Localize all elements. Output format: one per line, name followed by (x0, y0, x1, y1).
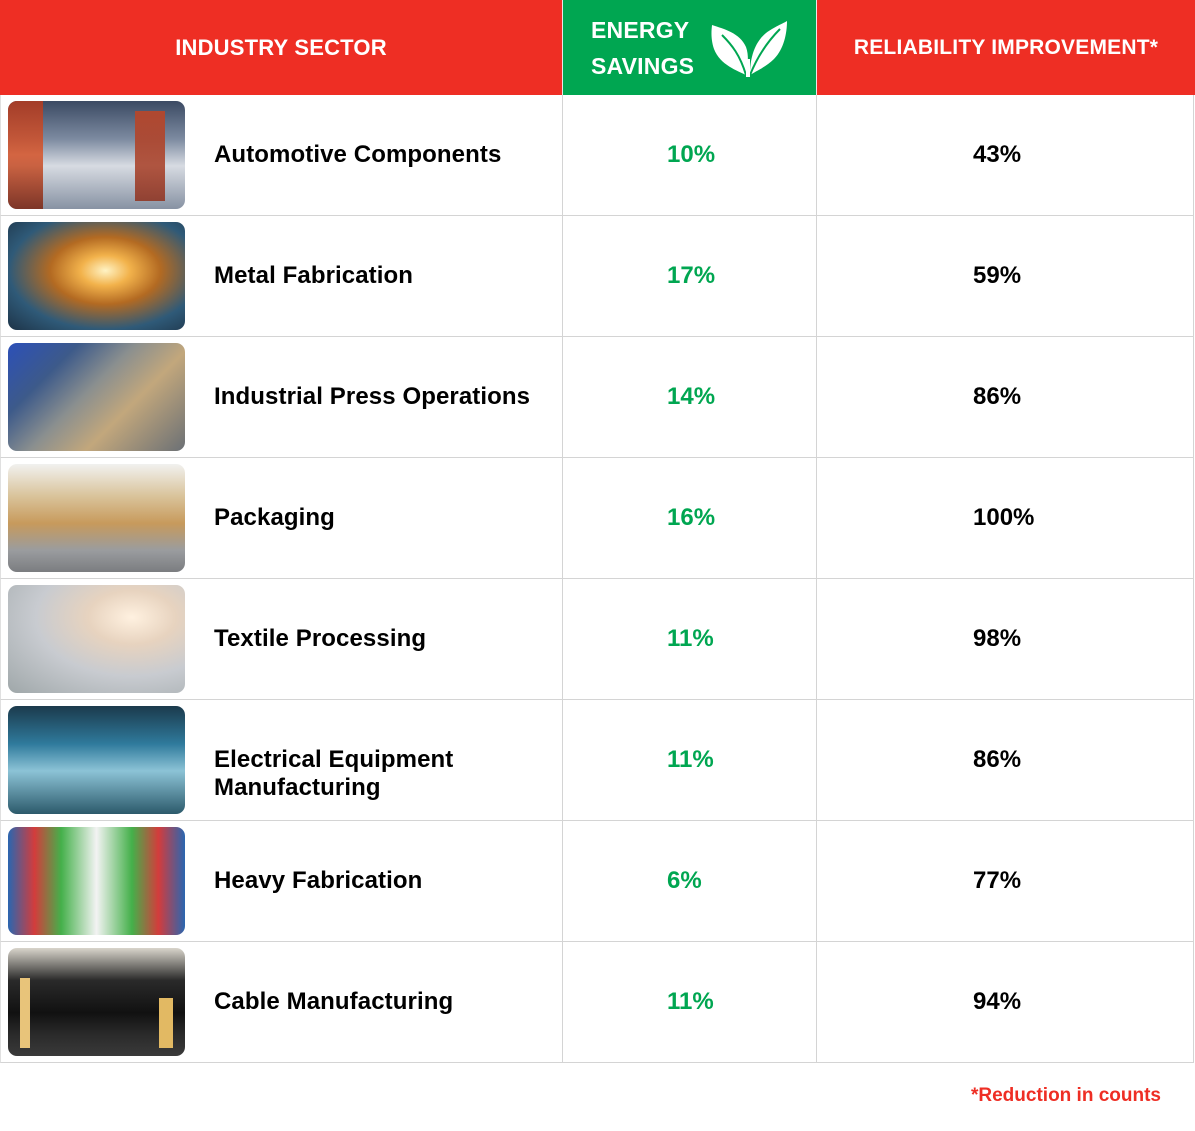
sector-cell: Cable Manufacturing (1, 942, 563, 1062)
energy-header-text: ENERGY SAVINGS (591, 12, 694, 84)
reliability-improvement-value: 100% (973, 504, 1035, 531)
footnote: *Reduction in counts (971, 1085, 1161, 1106)
sector-name: Textile Processing (214, 625, 427, 652)
table-row: Packaging 16% 100% (0, 458, 1194, 579)
table-row: Industrial Press Operations 14% 86% (0, 337, 1194, 458)
sector-name: Packaging (214, 504, 335, 531)
sector-name-line2: Manufacturing (214, 774, 381, 801)
laser-metal-cutting-image (8, 222, 185, 330)
reliability-improvement-value: 59% (973, 262, 1022, 289)
baling-press-image (8, 343, 185, 451)
energy-header-line1: ENERGY (591, 16, 690, 43)
reliability-improvement-value: 86% (973, 383, 1022, 410)
energy-savings-value: 16% (563, 458, 817, 578)
sector-cell: Automotive Components (1, 95, 563, 215)
energy-savings-value: 11% (563, 942, 817, 1062)
sector-cell: Electrical Equipment Manufacturing (1, 700, 563, 820)
energy-savings-value: 11% (563, 579, 817, 699)
energy-header-line2: SAVINGS (591, 52, 695, 79)
sector-cell: Packaging (1, 458, 563, 578)
sector-name: Cable Manufacturing (214, 988, 454, 1015)
sector-name: Industrial Press Operations (214, 383, 531, 410)
table-row: Automotive Components 10% 43% (0, 95, 1194, 216)
reliability-improvement-value: 94% (973, 988, 1022, 1015)
automotive-assembly-line-image (8, 101, 185, 209)
reliability-improvement-value: 43% (973, 141, 1022, 168)
sector-name-line1: Electrical Equipment (214, 746, 454, 773)
energy-savings-value: 10% (563, 95, 817, 215)
sector-name: Heavy Fabrication (214, 867, 423, 894)
table-row: Heavy Fabrication 6% 77% (0, 821, 1194, 942)
sector-name: Metal Fabrication (214, 262, 414, 289)
sector-cell: Industrial Press Operations (1, 337, 563, 457)
energy-savings-value: 14% (563, 337, 817, 457)
reliability-improvement-value: 86% (973, 746, 1022, 773)
energy-savings-value: 11% (563, 700, 817, 820)
sector-name: Electrical Equipment Manufacturing (214, 718, 453, 802)
textile-knitting-machine-image (8, 585, 185, 693)
cable-spools-image (8, 948, 185, 1056)
sector-name: Automotive Components (214, 141, 502, 168)
header-industry-sector: INDUSTRY SECTOR (0, 0, 563, 95)
table-row: Textile Processing 11% 98% (0, 579, 1194, 700)
industry-comparison-table: INDUSTRY SECTOR ENERGY SAVINGS RELIABILI… (0, 0, 1195, 1063)
spinning-mill-image (8, 827, 185, 935)
energy-savings-value: 17% (563, 216, 817, 336)
energy-savings-value: 6% (563, 821, 817, 941)
table-header: INDUSTRY SECTOR ENERGY SAVINGS RELIABILI… (0, 0, 1195, 95)
cardboard-boxes-conveyor-image (8, 464, 185, 572)
reliability-improvement-value: 98% (973, 625, 1022, 652)
table-row: Cable Manufacturing 11% 94% (0, 942, 1194, 1063)
table-row: Electrical Equipment Manufacturing 11% 8… (0, 700, 1194, 821)
sector-cell: Textile Processing (1, 579, 563, 699)
header-reliability-improvement: RELIABILITY IMPROVEMENT* (817, 0, 1195, 95)
sector-cell: Heavy Fabrication (1, 821, 563, 941)
reliability-improvement-value: 77% (973, 867, 1022, 894)
leaf-icon (711, 20, 788, 77)
header-energy-savings: ENERGY SAVINGS (563, 0, 817, 95)
pcb-assembly-robot-image (8, 706, 185, 814)
table-row: Metal Fabrication 17% 59% (0, 216, 1194, 337)
sector-cell: Metal Fabrication (1, 216, 563, 336)
